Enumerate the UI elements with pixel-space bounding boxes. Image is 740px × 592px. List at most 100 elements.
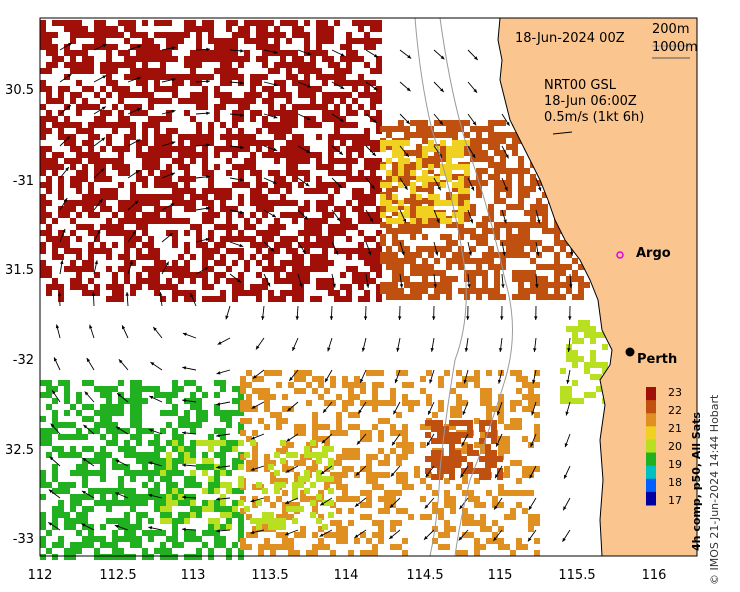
sst-cell (244, 134, 250, 140)
sst-cell (328, 200, 334, 206)
current-arrowhead (102, 44, 107, 48)
sst-cell (124, 266, 130, 272)
sst-cell (410, 132, 416, 138)
sst-cell (166, 230, 172, 236)
sst-cell (348, 424, 354, 430)
sst-cell (94, 554, 100, 560)
sst-cell (434, 146, 440, 152)
current-arrowhead (240, 113, 244, 117)
sst-cell (504, 514, 510, 520)
sst-cell (58, 56, 64, 62)
current-arrowhead (502, 251, 506, 256)
sst-cell (542, 288, 548, 294)
sst-cell (232, 164, 238, 170)
sst-cell (340, 116, 346, 122)
sst-cell (70, 422, 76, 428)
sst-cell (130, 74, 136, 80)
sst-cell (82, 140, 88, 146)
sst-cell (488, 156, 494, 162)
sst-cell (172, 74, 178, 80)
sst-cell (142, 242, 148, 248)
sst-cell (142, 266, 148, 272)
sst-cell (94, 164, 100, 170)
sst-cell (154, 272, 160, 278)
sst-cell (112, 530, 118, 536)
sst-cell (82, 404, 88, 410)
sst-cell (118, 398, 124, 404)
sst-cell (64, 386, 70, 392)
sst-cell (40, 230, 46, 236)
sst-cell (346, 164, 352, 170)
sst-cell (380, 288, 386, 294)
sst-cell (70, 524, 76, 530)
sst-cell (58, 212, 64, 218)
sst-cell (58, 92, 64, 98)
sst-cell (298, 260, 304, 266)
sst-cell (590, 374, 596, 380)
sst-cell (554, 276, 560, 282)
lon-tick: 112.5 (99, 568, 137, 583)
sst-cell (392, 294, 398, 300)
colorbar-tick: 17 (668, 494, 682, 507)
sst-cell (112, 146, 118, 152)
sst-cell (178, 500, 184, 506)
sst-cell (304, 116, 310, 122)
sst-cell (136, 524, 142, 530)
sst-cell (220, 134, 226, 140)
sst-cell (142, 140, 148, 146)
sst-cell (280, 290, 286, 296)
sst-cell (58, 512, 64, 518)
sst-cell (372, 532, 378, 538)
sst-cell (300, 532, 306, 538)
sst-cell (346, 146, 352, 152)
sst-cell (404, 158, 410, 164)
sst-cell (190, 56, 196, 62)
sst-cell (304, 176, 310, 182)
sst-cell (330, 430, 336, 436)
sst-cell (498, 490, 504, 496)
sst-cell (226, 446, 232, 452)
sst-cell (82, 494, 88, 500)
sst-cell (428, 252, 434, 258)
sst-cell (76, 518, 82, 524)
sst-cell (70, 50, 76, 56)
sst-cell (464, 120, 470, 126)
sst-cell (202, 452, 208, 458)
sst-cell (172, 524, 178, 530)
sst-cell (376, 248, 382, 254)
sst-cell (106, 50, 112, 56)
sst-cell (142, 458, 148, 464)
sst-cell (364, 158, 370, 164)
sst-cell (425, 456, 431, 462)
sst-cell (366, 550, 372, 556)
sst-cell (130, 242, 136, 248)
sst-cell (196, 398, 202, 404)
sst-cell (274, 248, 280, 254)
sst-cell (282, 508, 288, 514)
sst-cell (154, 464, 160, 470)
sst-cell (482, 288, 488, 294)
current-arrowhead (356, 440, 361, 445)
current-arrowhead (250, 467, 255, 471)
sst-cell (410, 170, 416, 176)
sst-cell (142, 182, 148, 188)
sst-cell (482, 252, 488, 258)
sst-cell (342, 448, 348, 454)
sst-cell (202, 188, 208, 194)
current-arrowhead (355, 471, 360, 476)
sst-cell (452, 222, 458, 228)
sst-cell (304, 86, 310, 92)
sst-cell (88, 206, 94, 212)
sst-cell (82, 434, 88, 440)
sst-cell (88, 104, 94, 110)
current-arrowhead (564, 474, 568, 479)
sst-cell (378, 370, 384, 376)
sst-cell (524, 210, 530, 216)
sst-cell (464, 294, 470, 300)
sst-cell (276, 514, 282, 520)
sst-cell (202, 212, 208, 218)
sst-cell (124, 134, 130, 140)
sst-cell (286, 248, 292, 254)
sst-cell (172, 518, 178, 524)
sst-cell (390, 544, 396, 550)
